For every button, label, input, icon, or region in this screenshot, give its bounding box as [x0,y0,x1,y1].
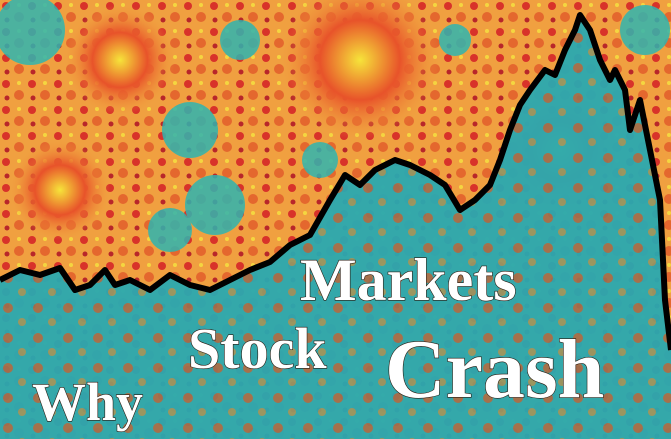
title-word: Why [32,372,143,432]
cover: Why Stock Markets Crash [0,0,671,439]
title-word: Crash [385,323,604,416]
title-word: Stock [188,316,327,381]
title-word: Markets [300,247,517,313]
page: Why Stock Markets Crash (() => { const d… [0,0,671,439]
